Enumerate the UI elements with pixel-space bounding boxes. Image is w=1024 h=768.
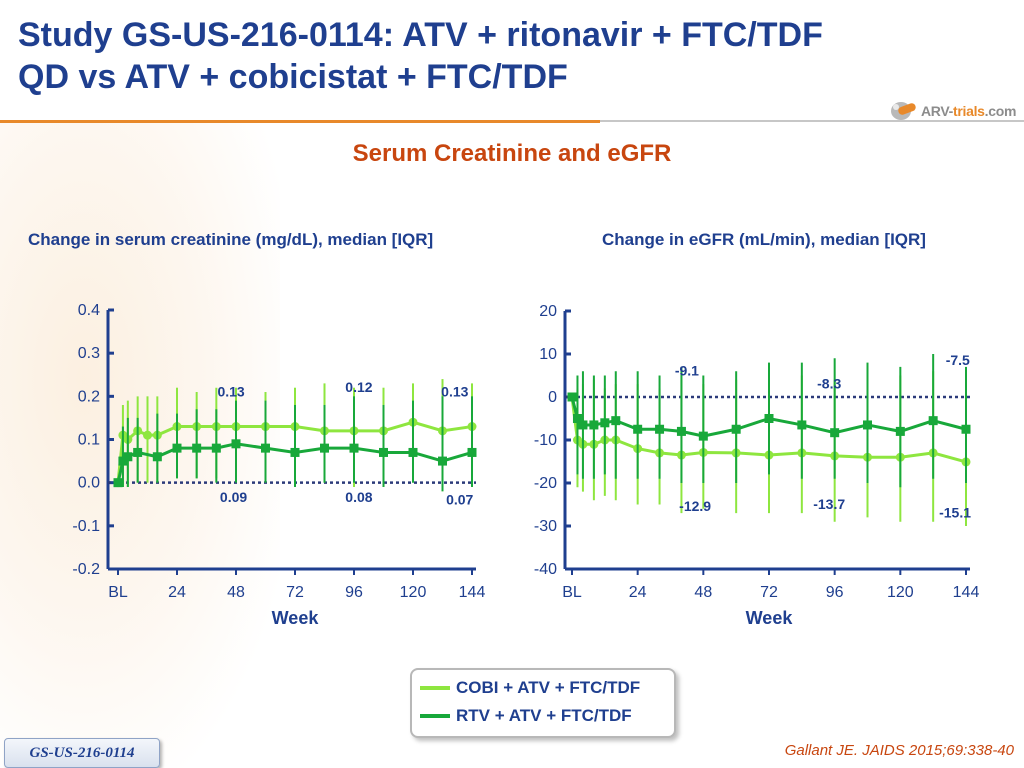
egfr-series-rtv-point: [572, 414, 582, 423]
creatinine-y-tick-label: 0.2: [78, 388, 100, 405]
creatinine-y-tick-label: -0.2: [72, 561, 100, 578]
egfr-series-rtv-point: [655, 424, 665, 434]
creatinine-x-tick-label: 120: [400, 584, 427, 601]
creatinine-series-rtv-point: [438, 456, 447, 466]
egfr-x-tick-label: 144: [953, 584, 980, 601]
page-title-line-2: QD vs ATV + cobicistat + FTC/TDF: [18, 58, 568, 96]
egfr-series-rtv-point: [611, 416, 621, 426]
egfr-x-tick-label: BL: [562, 584, 582, 601]
egfr-series-rtv-point: [578, 420, 588, 430]
egfr-series-rtv-point: [895, 426, 905, 436]
egfr-series-rtv-point: [961, 424, 971, 434]
egfr-y-tick-label: -20: [534, 475, 557, 492]
creatinine-data-label: 0.12: [345, 379, 372, 395]
logo-text: ARV-trials.com: [921, 103, 1017, 119]
egfr-chart-title: Change in eGFR (mL/min), median [IQR]: [602, 230, 926, 249]
egfr-data-label: -12.9: [679, 498, 711, 514]
chart-legend: COBI + ATV + FTC/TDF RTV + ATV + FTC/TDF: [410, 668, 676, 738]
egfr-y-tick-label: 0: [548, 389, 557, 406]
creatinine-x-tick-label: 72: [286, 584, 304, 601]
egfr-x-axis-title: Week: [746, 608, 794, 628]
creatinine-series-rtv-point: [118, 456, 128, 466]
egfr-data-label: -9.1: [675, 363, 699, 379]
egfr-series-rtv-point: [600, 418, 610, 428]
egfr-series-rtv-point: [863, 420, 872, 430]
creatinine-series-rtv-point: [290, 447, 300, 457]
egfr-x-tick-label: 72: [760, 584, 778, 601]
creatinine-series-rtv-point: [320, 443, 329, 453]
creatinine-x-tick-label: 96: [345, 584, 363, 601]
egfr-y-tick-label: 20: [539, 303, 557, 320]
creatinine-series-rtv-point: [192, 443, 202, 453]
creatinine-series-rtv-point: [261, 443, 270, 453]
egfr-data-label: -13.7: [813, 496, 845, 512]
creatinine-y-tick-label: 0.0: [78, 475, 100, 492]
creatinine-series-rtv-point: [211, 443, 221, 453]
egfr-x-tick-label: 96: [826, 584, 844, 601]
legend-item-rtv: RTV + ATV + FTC/TDF: [420, 706, 632, 726]
creatinine-x-tick-label: 48: [227, 584, 245, 601]
legend-item-cobi: COBI + ATV + FTC/TDF: [420, 678, 640, 698]
creatinine-x-axis-title: Week: [272, 608, 320, 628]
page-title: Study GS-US-216-0114: ATV + ritonavir + …: [18, 14, 823, 98]
creatinine-data-label: 0.13: [441, 383, 468, 399]
creatinine-data-label: 0.08: [345, 489, 372, 505]
creatinine-chart-title: Change in serum creatinine (mg/dL), medi…: [28, 230, 434, 249]
arv-trials-logo: ARV-trials.com: [888, 98, 1016, 124]
creatinine-series-rtv-point: [133, 447, 143, 457]
creatinine-y-tick-label: 0.1: [78, 432, 100, 449]
creatinine-x-tick-label: 144: [459, 584, 486, 601]
creatinine-series-rtv-point: [349, 443, 359, 453]
creatinine-series-rtv-point: [408, 447, 418, 457]
creatinine-data-label: 0.13: [217, 383, 244, 399]
slide-subtitle: Serum Creatinine and eGFR: [352, 140, 672, 167]
creatinine-y-tick-label: 0.3: [78, 345, 100, 362]
egfr-series-rtv-point: [676, 426, 686, 436]
creatinine-y-tick-label: -0.1: [72, 518, 100, 535]
creatinine-data-label: 0.07: [446, 491, 473, 507]
creatinine-y-tick-label: 0.4: [78, 302, 100, 319]
egfr-data-label: -7.5: [946, 352, 970, 368]
egfr-y-tick-label: 10: [539, 346, 557, 363]
capsule-icon: [888, 100, 918, 122]
egfr-data-label: -15.1: [939, 504, 971, 520]
legend-swatch-cobi: [420, 686, 450, 690]
legend-label-rtv: RTV + ATV + FTC/TDF: [456, 706, 632, 725]
creatinine-data-label: 0.09: [220, 489, 247, 505]
legend-swatch-rtv: [420, 714, 450, 718]
creatinine-series-rtv-point: [152, 452, 162, 462]
egfr-y-tick-label: -40: [534, 561, 557, 578]
citation: Gallant JE. JAIDS 2015;69:338-40: [784, 742, 1014, 759]
study-badge: GS-US-216-0114: [4, 738, 160, 768]
creatinine-series-cobi-point: [143, 430, 152, 440]
egfr-series-rtv-point: [633, 424, 643, 434]
egfr-series-rtv-point: [797, 420, 807, 430]
egfr-series-rtv-point: [698, 431, 708, 441]
egfr-series-rtv-point: [764, 414, 774, 423]
legend-label-cobi: COBI + ATV + FTC/TDF: [456, 678, 641, 697]
creatinine-x-tick-label: BL: [108, 584, 128, 601]
egfr-data-label: -8.3: [817, 375, 841, 391]
egfr-y-tick-label: -10: [534, 432, 557, 449]
egfr-series-rtv-point: [589, 420, 599, 430]
creatinine-series-rtv-point: [379, 447, 388, 457]
header-rule-orange: [0, 120, 600, 123]
egfr-x-tick-label: 24: [629, 584, 647, 601]
egfr-y-tick-label: -30: [534, 518, 557, 535]
creatinine-series-rtv-point: [172, 443, 182, 453]
creatinine-series-rtv-point: [123, 452, 133, 462]
egfr-series-rtv-point: [567, 392, 577, 402]
egfr-x-tick-label: 48: [694, 584, 712, 601]
egfr-series-rtv-point: [731, 424, 741, 434]
creatinine-series-rtv-point: [467, 447, 477, 457]
creatinine-x-tick-label: 24: [168, 584, 186, 601]
header-rule-gray: [600, 120, 1024, 122]
creatinine-series-rtv-point: [231, 439, 241, 449]
creatinine-series-rtv-point: [113, 478, 123, 488]
egfr-series-rtv-point: [928, 416, 938, 426]
egfr-series-rtv-point: [830, 428, 840, 438]
page-title-line-1: Study GS-US-216-0114: ATV + ritonavir + …: [18, 16, 823, 54]
egfr-x-tick-label: 120: [887, 584, 914, 601]
